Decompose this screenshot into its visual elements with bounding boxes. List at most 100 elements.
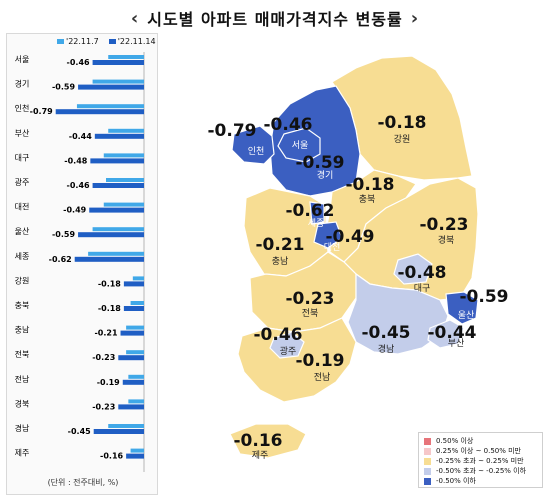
category-label: 울산: [15, 226, 30, 236]
bar-curr: [126, 453, 144, 459]
bar-prev: [92, 79, 144, 84]
chart-title: ‹ 시도별 아파트 매매가격지수 변동률 ›: [8, 4, 542, 32]
region-name: 울산: [458, 310, 475, 321]
legend-label: -0.50% 이하: [436, 477, 476, 485]
region-name: 경북: [438, 234, 455, 246]
bar-prev: [106, 178, 144, 182]
region-value: -0.21: [256, 235, 305, 255]
category-label: 대전: [15, 202, 30, 212]
region-value: -0.45: [362, 323, 411, 343]
region-name: 제주: [252, 450, 269, 461]
chevron-left-icon: ‹: [130, 7, 140, 29]
legend-label: -0.25% 초과 ~ 0.25% 미만: [436, 457, 524, 465]
value-label: -0.23: [92, 402, 115, 411]
legend-row: 0.25% 이상 ~ 0.50% 미만: [424, 446, 537, 456]
bar-prev: [88, 251, 144, 256]
category-label: 충북: [15, 301, 30, 310]
region-shape: [309, 201, 325, 225]
value-label: -0.18: [98, 279, 121, 288]
region-value: -0.59: [460, 287, 509, 307]
legend-swatch-curr: [108, 39, 116, 44]
value-label: -0.19: [97, 378, 120, 387]
category-label: 인천: [15, 103, 30, 113]
region-value: -0.16: [234, 431, 283, 451]
bar-prev: [130, 448, 144, 453]
bar-prev: [103, 153, 144, 158]
legend-item-curr: '22.11.14: [108, 37, 156, 46]
region-name: 전남: [314, 372, 331, 383]
region-shape: [445, 291, 479, 325]
bar-chart-panel: 서울 -0.46 경기 -0.59 인천 -0.79 부산 -0.44 대구 -0.48 광주 -0.…: [6, 33, 158, 495]
region-shape: [229, 423, 307, 459]
region-name: 광주: [280, 345, 297, 357]
value-label: -0.59: [52, 230, 75, 239]
bar-curr: [94, 133, 144, 139]
region-name: 대전: [324, 242, 341, 253]
map-legend: 0.50% 이상 0.25% 이상 ~ 0.50% 미만 -0.25% 초과 ~ 0…: [418, 432, 543, 488]
category-label: 광주: [15, 177, 30, 187]
value-label: -0.46: [67, 181, 90, 190]
bar-curr: [123, 281, 144, 287]
legend-label-prev: '22.11.7: [66, 37, 99, 46]
category-label: 부산: [15, 128, 30, 138]
bar-prev: [126, 350, 144, 355]
region-shape: [231, 125, 275, 165]
bar-prev: [76, 104, 144, 109]
region-value: -0.49: [326, 227, 375, 247]
region-value: -0.18: [346, 175, 395, 195]
category-label: 제주: [15, 449, 30, 458]
legend-row: 0.50% 이상: [424, 436, 537, 446]
legend-row: -0.25% 초과 ~ 0.25% 미만: [424, 456, 537, 466]
legend-row: -0.50% 초과 ~ -0.25% 이하: [424, 466, 537, 476]
legend-label: 0.25% 이상 ~ 0.50% 미만: [436, 447, 522, 455]
bar-prev: [128, 399, 144, 404]
bar-prev: [130, 301, 144, 305]
region-value: -0.19: [296, 351, 345, 371]
region-shape: [237, 317, 357, 403]
region-shape: [313, 221, 343, 249]
legend-row: -0.50% 이하: [424, 476, 537, 486]
region-name: 대구: [414, 283, 431, 294]
category-label: 서울: [15, 55, 30, 64]
category-label: 경남: [15, 423, 30, 433]
legend-swatch-prev: [57, 39, 64, 44]
bar-curr: [55, 109, 144, 115]
legend-label-curr: '22.11.14: [117, 37, 156, 46]
bar-curr: [93, 429, 144, 434]
region-shape: [277, 127, 321, 163]
region-value: -0.23: [286, 289, 335, 309]
region-name: 서울: [292, 140, 309, 151]
bar-curr: [89, 207, 144, 213]
bar-curr: [118, 355, 144, 361]
bar-curr: [122, 379, 144, 385]
value-label: -0.46: [67, 58, 90, 67]
legend-label: 0.50% 이상: [436, 437, 474, 445]
bar-prev: [132, 276, 144, 281]
category-label: 충남: [15, 326, 30, 335]
bar-prev: [108, 128, 144, 133]
region-name: 세종: [308, 218, 325, 229]
title-text: 시도별 아파트 매매가격지수 변동률: [147, 10, 403, 29]
region-value: -0.48: [398, 263, 447, 283]
bar-prev: [126, 325, 144, 330]
bar-chart: 서울 -0.46 경기 -0.59 인천 -0.79 부산 -0.44 대구 -0.48 광주 -0.…: [15, 52, 145, 472]
region-name: 전북: [302, 308, 319, 319]
legend-swatch: [424, 447, 431, 455]
region-shape: [427, 319, 465, 349]
bar-curr: [92, 183, 144, 188]
legend-swatch: [424, 477, 431, 485]
region-value: -0.46: [264, 115, 313, 135]
bar-curr: [123, 306, 144, 311]
region-value: -0.44: [428, 323, 477, 343]
value-label: -0.23: [92, 353, 115, 362]
value-label: -0.18: [98, 304, 121, 313]
region-name: 경기: [317, 169, 334, 181]
legend-swatch: [424, 457, 431, 465]
bar-prev: [108, 55, 144, 59]
bar-legend: '22.11.7 '22.11.14: [57, 37, 156, 46]
legend-label: -0.50% 초과 ~ -0.25% 이하: [436, 467, 527, 475]
legend-swatch: [424, 437, 431, 445]
bar-prev: [108, 424, 144, 428]
category-label: 대구: [15, 153, 30, 162]
